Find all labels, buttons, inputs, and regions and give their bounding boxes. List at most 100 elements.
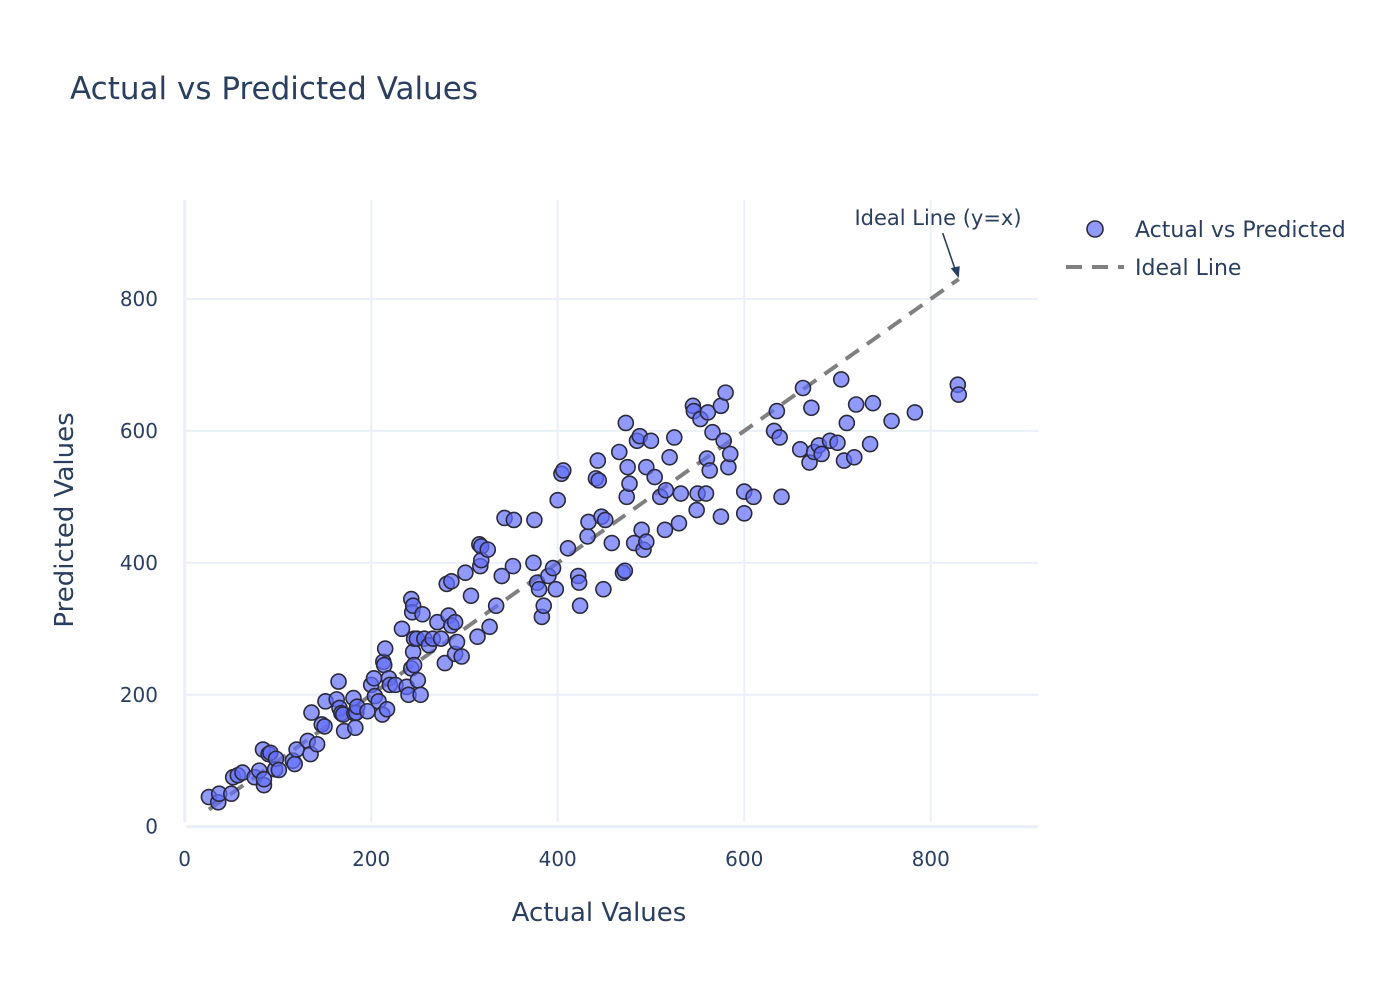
y-axis-title: Predicted Values: [50, 412, 80, 627]
data-point: [504, 557, 522, 575]
axis-ticks: 0 200 400 600 800 0 200 400 600 800: [120, 287, 950, 871]
data-point: [595, 580, 612, 598]
annotation-label: Ideal Line (y=x): [854, 206, 1021, 230]
data-point: [544, 559, 562, 577]
data-point: [712, 508, 730, 525]
ideal-line: [207, 277, 960, 812]
data-point: [505, 511, 523, 529]
data-point: [768, 402, 786, 420]
data-point: [617, 414, 635, 432]
data-point: [530, 580, 548, 598]
y-tick-label: 200: [120, 683, 158, 707]
data-point: [376, 640, 394, 657]
data-point: [286, 755, 304, 773]
data-point: [838, 414, 856, 432]
data-point: [773, 488, 790, 506]
data-point: [610, 443, 628, 461]
data-point: [646, 468, 663, 486]
x-axis-title: Actual Values: [512, 898, 687, 928]
data-point: [642, 432, 660, 450]
data-point: [443, 572, 460, 590]
data-point: [771, 429, 788, 446]
data-point: [813, 445, 830, 463]
data-point: [316, 718, 333, 735]
data-point: [579, 528, 596, 545]
data-point: [409, 671, 427, 689]
data-point: [270, 761, 288, 779]
data-point: [414, 605, 431, 623]
data-point: [829, 434, 846, 452]
data-point: [864, 394, 882, 412]
data-point: [412, 686, 429, 704]
y-tick-label: 600: [120, 419, 158, 443]
data-point: [432, 630, 450, 647]
x-tick-label: 400: [539, 847, 577, 871]
data-point: [453, 648, 470, 665]
y-tick-label: 800: [120, 287, 158, 311]
data-point: [347, 719, 364, 737]
data-point: [699, 404, 717, 421]
data-point: [222, 785, 240, 803]
chart-title: Actual vs Predicted Values: [70, 71, 478, 107]
data-point: [479, 541, 497, 558]
x-tick-label: 800: [912, 847, 950, 871]
annotation-arrow: [941, 232, 957, 272]
data-point: [861, 435, 879, 453]
data-point: [672, 485, 690, 502]
legend-label-scatter: Actual vs Predicted: [1135, 218, 1346, 243]
legend-marker-icon: [1086, 220, 1104, 238]
y-tick-label: 0: [145, 815, 158, 839]
legend-item-scatter[interactable]: Actual vs Predicted: [1086, 218, 1346, 243]
data-point: [436, 654, 454, 672]
data-point: [526, 511, 543, 529]
data-point: [656, 521, 674, 539]
data-point: [697, 485, 715, 502]
data-point: [794, 379, 812, 397]
data-point: [701, 462, 719, 479]
data-point: [393, 620, 411, 638]
data-point: [481, 618, 498, 636]
data-point: [493, 567, 511, 585]
x-tick-label: 0: [178, 847, 191, 871]
grid: [183, 200, 1038, 829]
data-point: [589, 452, 607, 469]
ideal-line-layer: [207, 277, 960, 812]
data-point: [845, 448, 863, 466]
data-point: [883, 412, 900, 430]
data-point: [487, 597, 505, 615]
ideal-line-annotation: Ideal Line (y=x): [854, 206, 1022, 279]
data-point: [303, 704, 320, 721]
data-point: [405, 656, 423, 674]
data-point: [549, 491, 567, 509]
data-point: [448, 633, 466, 651]
data-point: [906, 404, 924, 421]
x-tick-label: 200: [352, 847, 390, 871]
data-point: [308, 735, 326, 753]
data-points: [200, 371, 968, 811]
data-point: [745, 488, 762, 506]
data-point: [688, 501, 705, 519]
data-point: [462, 587, 480, 605]
data-point: [657, 481, 675, 499]
data-point: [365, 669, 383, 687]
legend: Actual vs Predicted Ideal Line: [1066, 218, 1346, 281]
annotation-arrowhead-icon: [950, 266, 960, 279]
y-tick-label: 400: [120, 551, 158, 575]
data-point: [596, 511, 614, 529]
data-point: [378, 700, 396, 718]
data-point: [670, 514, 688, 532]
data-point: [721, 445, 739, 463]
legend-label-ideal: Ideal Line: [1135, 256, 1241, 281]
legend-item-ideal[interactable]: Ideal Line: [1066, 256, 1241, 281]
data-point: [619, 458, 636, 476]
data-point: [715, 432, 733, 450]
data-point: [791, 441, 809, 458]
data-point: [469, 628, 486, 646]
data-point: [638, 533, 655, 551]
data-point: [555, 462, 572, 479]
data-point: [590, 472, 608, 489]
data-point: [255, 770, 273, 788]
x-tick-label: 600: [725, 847, 763, 871]
data-point: [847, 396, 865, 413]
